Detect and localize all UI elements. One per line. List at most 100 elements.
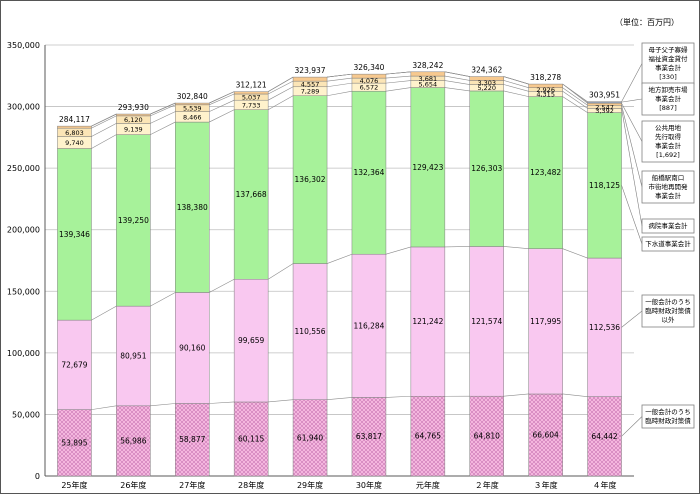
data-label: 56,986 bbox=[120, 436, 146, 445]
legend-leader-line bbox=[622, 311, 642, 327]
legend-leader-line bbox=[622, 185, 642, 244]
data-label: 3,681 bbox=[419, 75, 438, 83]
connector-line bbox=[327, 83, 352, 87]
connector-line bbox=[150, 103, 175, 114]
connector-line bbox=[268, 264, 293, 280]
data-label: 129,423 bbox=[412, 163, 443, 172]
total-label: 328,242 bbox=[412, 61, 443, 70]
data-label: 9,139 bbox=[124, 126, 143, 134]
connector-line bbox=[327, 254, 352, 263]
y-tick-label: 350,000 bbox=[7, 41, 40, 50]
data-label: 7,289 bbox=[301, 88, 320, 96]
y-tick-label: 0 bbox=[35, 472, 40, 481]
legend-text: [330] bbox=[659, 73, 676, 81]
connector-line bbox=[445, 72, 470, 77]
connector-line bbox=[91, 123, 116, 136]
connector-line bbox=[91, 135, 116, 149]
total-label: 302,840 bbox=[177, 92, 208, 101]
legend-leader-line bbox=[622, 103, 642, 141]
connector-line bbox=[91, 114, 116, 126]
data-label: 72,679 bbox=[61, 360, 87, 369]
data-label: 118,125 bbox=[589, 181, 620, 190]
legend-leader-line bbox=[622, 417, 642, 437]
data-label: 4,557 bbox=[301, 80, 320, 88]
legend-text: 事業会計 bbox=[655, 191, 682, 200]
x-tick-label: ４年度 bbox=[593, 480, 617, 490]
connector-line bbox=[563, 394, 588, 397]
legend-text: [887] bbox=[659, 104, 676, 112]
connector-line bbox=[504, 80, 529, 87]
legend-text: 地方卸売市場 bbox=[649, 85, 689, 94]
connector-line bbox=[209, 94, 234, 105]
legend-text: 一般会計のうち bbox=[645, 407, 691, 416]
connector-line bbox=[445, 81, 470, 85]
connector-line bbox=[150, 403, 175, 405]
data-label: 2,926 bbox=[536, 86, 555, 94]
connector-line bbox=[268, 77, 293, 92]
legend-text: 母子父子寡婦 bbox=[649, 45, 689, 54]
data-label: 58,877 bbox=[179, 435, 205, 444]
data-label: 3,303 bbox=[477, 79, 496, 87]
connector-line bbox=[386, 88, 411, 92]
y-tick-label: 50,000 bbox=[12, 410, 40, 419]
total-label: 323,937 bbox=[295, 66, 326, 75]
data-label: 66,604 bbox=[533, 430, 559, 439]
legend-text: 以外 bbox=[662, 315, 676, 324]
legend-text: 臨時財政対策債 bbox=[645, 306, 691, 315]
connector-line bbox=[150, 112, 175, 124]
connector-line bbox=[386, 76, 411, 78]
data-label: 132,364 bbox=[353, 168, 384, 177]
connector-line bbox=[327, 91, 352, 96]
y-tick-label: 200,000 bbox=[7, 226, 40, 235]
connector-lines bbox=[91, 72, 587, 410]
connector-line bbox=[504, 394, 529, 396]
total-label: 318,278 bbox=[530, 73, 561, 82]
y-tick-label: 300,000 bbox=[7, 103, 40, 112]
connector-line bbox=[91, 406, 116, 410]
legend-leader-line bbox=[622, 108, 642, 226]
data-label: 117,995 bbox=[530, 317, 561, 326]
data-label: 123,482 bbox=[530, 168, 561, 177]
connector-line bbox=[268, 87, 293, 100]
data-label: 64,765 bbox=[415, 432, 441, 441]
connector-line bbox=[445, 76, 470, 80]
connector-line bbox=[209, 92, 234, 103]
y-tick-label: 100,000 bbox=[7, 349, 40, 358]
x-tick-label: 元年度 bbox=[416, 480, 440, 490]
connector-line bbox=[386, 72, 411, 74]
connector-line bbox=[91, 306, 116, 320]
data-label: 4,076 bbox=[360, 77, 379, 85]
x-tick-label: 27年度 bbox=[179, 480, 205, 490]
connector-line bbox=[327, 78, 352, 81]
connector-line bbox=[268, 400, 293, 402]
data-label: 110,556 bbox=[295, 327, 326, 336]
connector-line bbox=[150, 122, 175, 135]
data-label: 90,160 bbox=[179, 343, 205, 352]
connector-line bbox=[209, 279, 234, 292]
x-tick-label: ２年度 bbox=[475, 480, 499, 490]
legend-text: 船橋駅南口 bbox=[652, 173, 685, 182]
data-label: 121,242 bbox=[412, 317, 443, 326]
connector-line bbox=[91, 116, 116, 128]
legend-text: 病院事業会計 bbox=[649, 221, 689, 230]
connector-line bbox=[327, 397, 352, 399]
connector-line bbox=[209, 100, 234, 111]
legend-leader-line bbox=[622, 64, 642, 102]
total-label: 284,117 bbox=[59, 115, 90, 124]
data-label: 116,284 bbox=[353, 321, 384, 330]
connector-line bbox=[150, 292, 175, 306]
data-label: 121,574 bbox=[471, 317, 502, 326]
x-tick-label: ３年度 bbox=[534, 480, 558, 490]
connector-line bbox=[445, 88, 470, 91]
total-label: 312,121 bbox=[236, 81, 267, 90]
data-label: 112,536 bbox=[589, 323, 620, 332]
data-label: 60,115 bbox=[238, 434, 264, 443]
legend-text: 事業会計 bbox=[655, 141, 682, 150]
data-label: 136,302 bbox=[295, 175, 326, 184]
total-label: 324,362 bbox=[471, 66, 502, 75]
legend-text: [1,692] bbox=[656, 151, 680, 159]
legend-text: 福祉資金貸付 bbox=[649, 54, 689, 63]
data-label: 8,466 bbox=[183, 113, 202, 121]
